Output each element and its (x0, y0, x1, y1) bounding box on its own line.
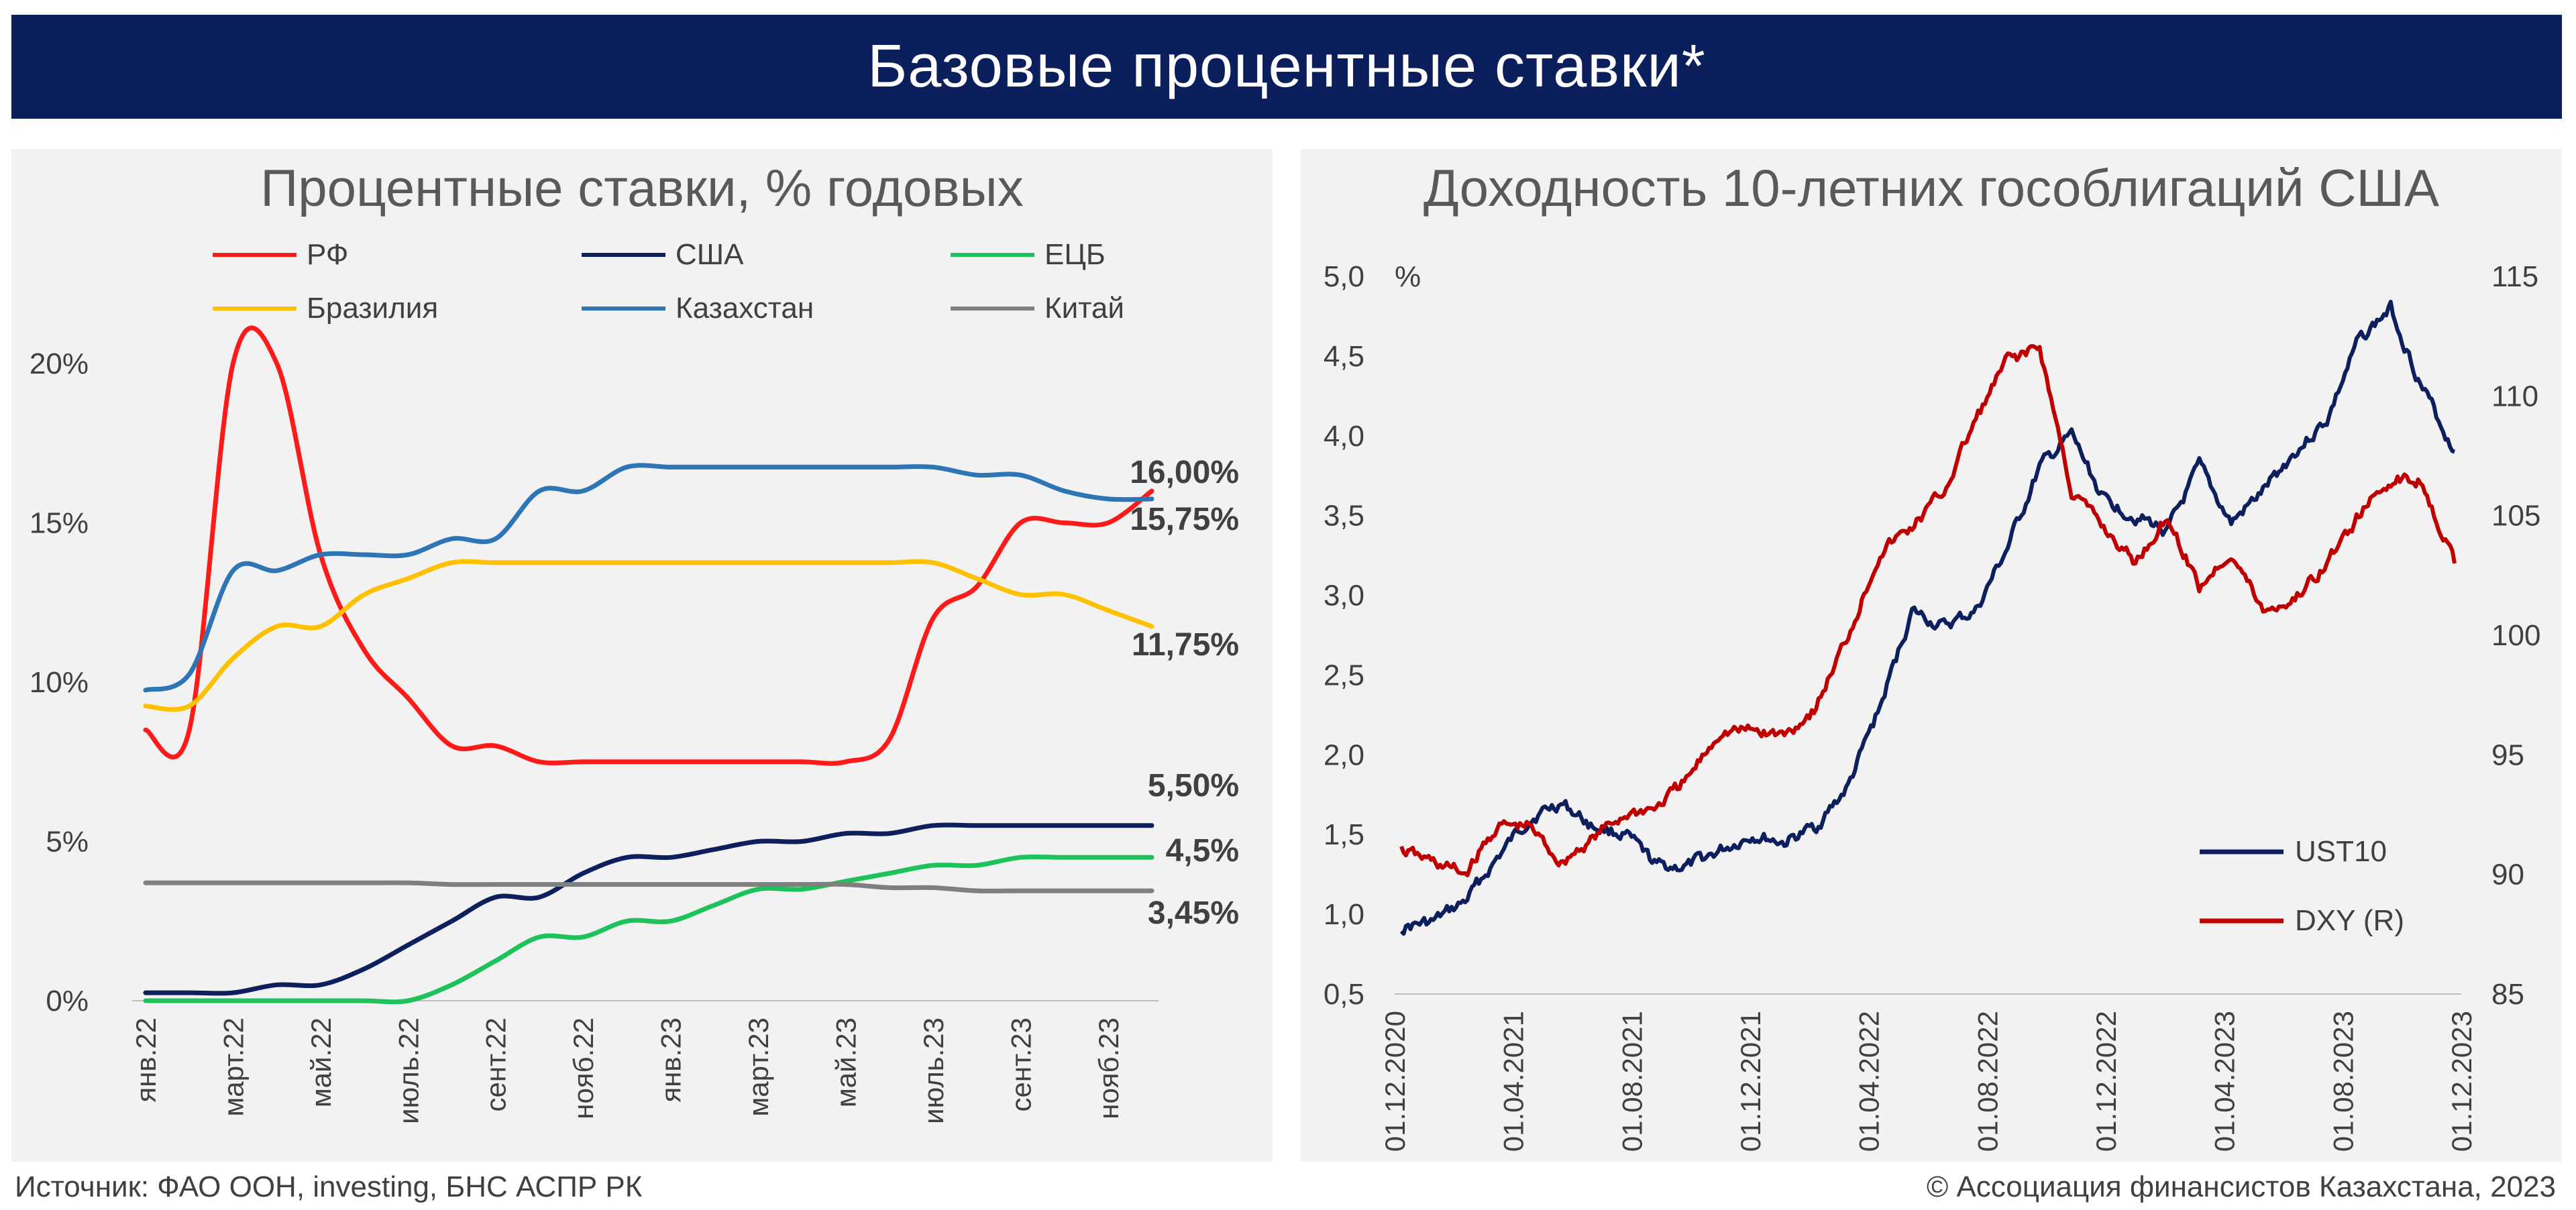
interest-rates-chart: Процентные ставки, % годовых РФ США ЕЦБ Браз… (30, 158, 1239, 1124)
y-tick-label: 20% (30, 347, 89, 380)
x-tick-label: июль.23 (918, 1018, 949, 1124)
y-tick-label: 5% (46, 826, 89, 859)
legend-label-ецб: ЕЦБ (1044, 238, 1106, 271)
end-label-казахстан: 15,75% (1130, 502, 1239, 537)
legend-label-бразилия: Бразилия (307, 292, 438, 325)
end-label-ецб: 4,5% (1166, 833, 1239, 869)
legend-label-рф: РФ (307, 238, 348, 271)
y2-tick-label: 85 (2491, 978, 2524, 1011)
series-line-ецб (143, 854, 1155, 1005)
x-tick-label: май.22 (305, 1018, 337, 1107)
source-note: Источник: ФАО ООН, investing, БНС АСПР Р… (15, 1170, 643, 1203)
y-tick-label: 2,0 (1324, 738, 1364, 771)
series-line-бразилия (143, 559, 1155, 712)
interest-rates-chart-panel: Процентные ставки, % годовых РФ США ЕЦБ Браз… (11, 149, 1273, 1162)
x-tick-label: сент.23 (1005, 1018, 1036, 1112)
y2-tick-label: 100 (2491, 619, 2540, 652)
y-tick-label: 4,5 (1324, 340, 1364, 373)
x-tick-label: 01.08.2022 (1972, 1011, 2003, 1152)
y-tick-label: 10% (30, 666, 89, 699)
series-line-китай (143, 880, 1155, 893)
legend-label-китай: Китай (1044, 292, 1124, 325)
y-tick-label: 15% (30, 507, 89, 540)
series-line-сша (143, 822, 1155, 996)
copyright-note: © Ассоциация финансистов Казахстана, 202… (1926, 1170, 2556, 1203)
y-tick-label: 0,5 (1324, 978, 1364, 1011)
end-label-рф: 16,00% (1130, 455, 1239, 490)
end-label-китай: 3,45% (1148, 895, 1239, 931)
x-tick-label: янв.22 (130, 1018, 162, 1103)
y-tick-label: 2,5 (1324, 659, 1364, 692)
x-tick-label: 01.12.2023 (2446, 1011, 2477, 1152)
legend-label-dxy-r: DXY (R) (2295, 904, 2404, 937)
x-tick-label: сент.22 (480, 1018, 512, 1112)
series-line-ust10 (1399, 299, 2455, 936)
y2-tick-label: 95 (2491, 738, 2524, 771)
chart-title: Процентные ставки, % годовых (260, 158, 1024, 217)
legend-label-ust10: UST10 (2295, 835, 2387, 868)
x-tick-label: май.23 (830, 1018, 861, 1107)
end-label-бразилия: 11,75% (1132, 627, 1239, 663)
series-line-dxy-r (1399, 344, 2457, 877)
y2-tick-label: 105 (2491, 500, 2540, 533)
y-tick-label: 5,0 (1324, 260, 1364, 293)
x-tick-label: 01.04.2023 (2209, 1011, 2241, 1152)
x-tick-label: 01.12.2021 (1735, 1011, 1766, 1152)
y-tick-label: 1,5 (1324, 818, 1364, 851)
x-tick-label: март.23 (743, 1018, 774, 1117)
y2-tick-label: 90 (2491, 859, 2524, 891)
x-tick-label: 01.08.2021 (1616, 1011, 1648, 1152)
x-tick-label: нояб.22 (568, 1018, 599, 1119)
x-tick-label: 01.08.2023 (2327, 1011, 2359, 1152)
y-axis-unit: % (1395, 260, 1421, 293)
y-tick-label: 4,0 (1324, 420, 1364, 453)
series-line-казахстан (143, 463, 1155, 693)
x-tick-label: 01.04.2022 (1854, 1011, 1885, 1152)
x-tick-label: 01.12.2022 (2090, 1011, 2122, 1152)
x-tick-label: янв.23 (655, 1018, 687, 1103)
legend-label-казахстан: Казахстан (676, 292, 814, 325)
x-tick-label: июль.22 (392, 1018, 424, 1124)
y2-tick-label: 110 (2491, 380, 2538, 412)
series-line-рф (143, 325, 1155, 766)
y-tick-label: 0% (46, 985, 89, 1018)
treasury-yield-chart-panel: Доходность 10-летних гособлигаций США 0,5… (1301, 149, 2562, 1162)
x-tick-label: 01.04.2021 (1498, 1011, 1529, 1152)
y2-tick-label: 115 (2491, 260, 2538, 293)
x-tick-label: 01.12.2020 (1379, 1011, 1411, 1152)
x-tick-label: нояб.23 (1093, 1018, 1124, 1119)
treasury-yield-chart: Доходность 10-летних гособлигаций США 0,5… (1324, 158, 2541, 1152)
x-tick-label: март.22 (217, 1018, 249, 1117)
y-tick-label: 3,0 (1324, 580, 1364, 612)
legend-label-сша: США (676, 238, 744, 271)
chart-title: Доходность 10-летних гособлигаций США (1424, 158, 2439, 217)
end-label-сша: 5,50% (1148, 768, 1239, 804)
banner-title: Базовые процентные ставки* (11, 15, 2562, 119)
y-tick-label: 1,0 (1324, 898, 1364, 931)
y-tick-label: 3,5 (1324, 500, 1364, 533)
